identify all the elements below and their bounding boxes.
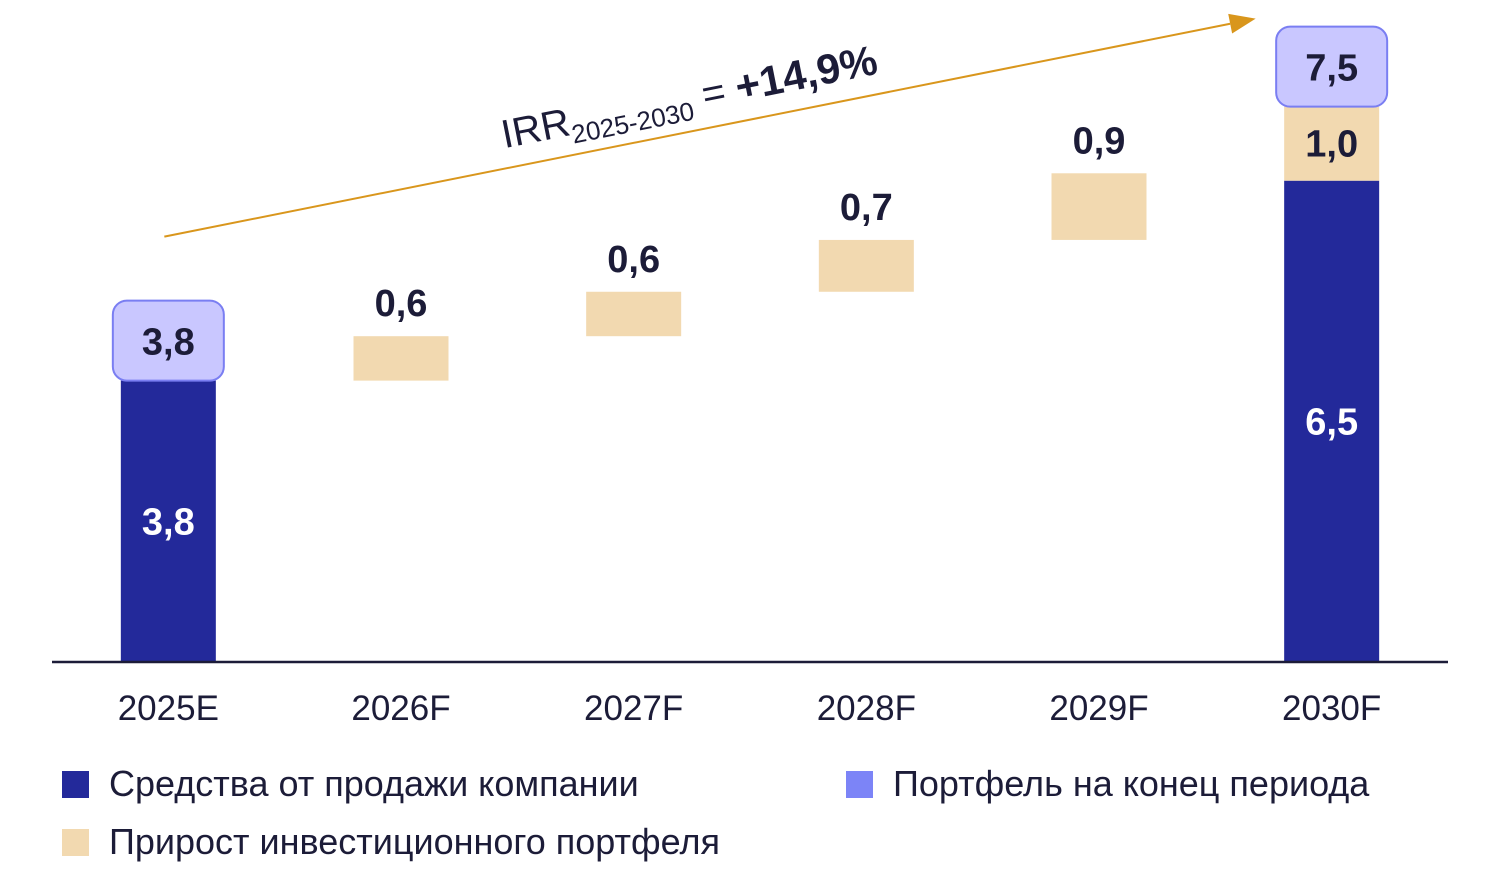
irr-value: +14,9% [731, 36, 881, 110]
x-tick-label: 2030F [1282, 689, 1381, 728]
bar-sale [1284, 180, 1380, 662]
irr-arrow-line [164, 22, 1231, 238]
data-label-portfolio: 7,5 [1305, 48, 1358, 90]
data-label-growth: 0,6 [607, 239, 660, 281]
data-label-sale: 3,8 [142, 501, 195, 543]
portfolio-total-box [1275, 25, 1389, 108]
data-label-sale: 6,5 [1305, 401, 1358, 443]
x-tick-label: 2027F [584, 689, 683, 728]
x-tick-label: 2028F [817, 689, 916, 728]
bar-growth [586, 291, 682, 337]
bar-sale [120, 380, 216, 662]
irr-prefix: IRR [498, 100, 574, 157]
x-tick-label: 2026F [351, 689, 450, 728]
data-label-growth: 0,7 [840, 187, 893, 229]
bar-growth [1051, 173, 1147, 240]
data-label-portfolio: 3,8 [142, 322, 195, 364]
x-tick-label: 2029F [1049, 689, 1148, 728]
portfolio-total-box [111, 299, 225, 382]
legend-swatch-portfolio [846, 770, 873, 798]
legend-swatch-growth [62, 828, 89, 856]
legend-swatch-sale [62, 770, 89, 798]
legend-label-sale: Средства от продажи компании [109, 763, 639, 804]
data-label-growth: 1,0 [1305, 124, 1358, 166]
legend-item-growth: Прирост инвестиционного портфеля [62, 821, 720, 863]
irr-arrow-head [1228, 13, 1256, 34]
bar-growth [818, 239, 914, 292]
legend-item-portfolio: Портфель на конец периода [846, 763, 1369, 805]
data-label-growth: 0,9 [1073, 120, 1126, 162]
legend-item-sale: Средства от продажи компании [62, 763, 639, 805]
irr-annotation: IRR2025-2030 = +14,9% [497, 36, 882, 163]
x-tick-label: 2025E [118, 689, 219, 728]
irr-period: 2025-2030 [569, 96, 697, 150]
bar-growth [353, 336, 449, 381]
legend-label-growth: Прирост инвестиционного портфеля [109, 821, 720, 862]
bar-growth [1284, 106, 1380, 181]
legend-label-portfolio: Портфель на конец периода [893, 763, 1370, 804]
data-label-growth: 0,6 [375, 283, 428, 325]
irr-equals: = [687, 67, 740, 119]
